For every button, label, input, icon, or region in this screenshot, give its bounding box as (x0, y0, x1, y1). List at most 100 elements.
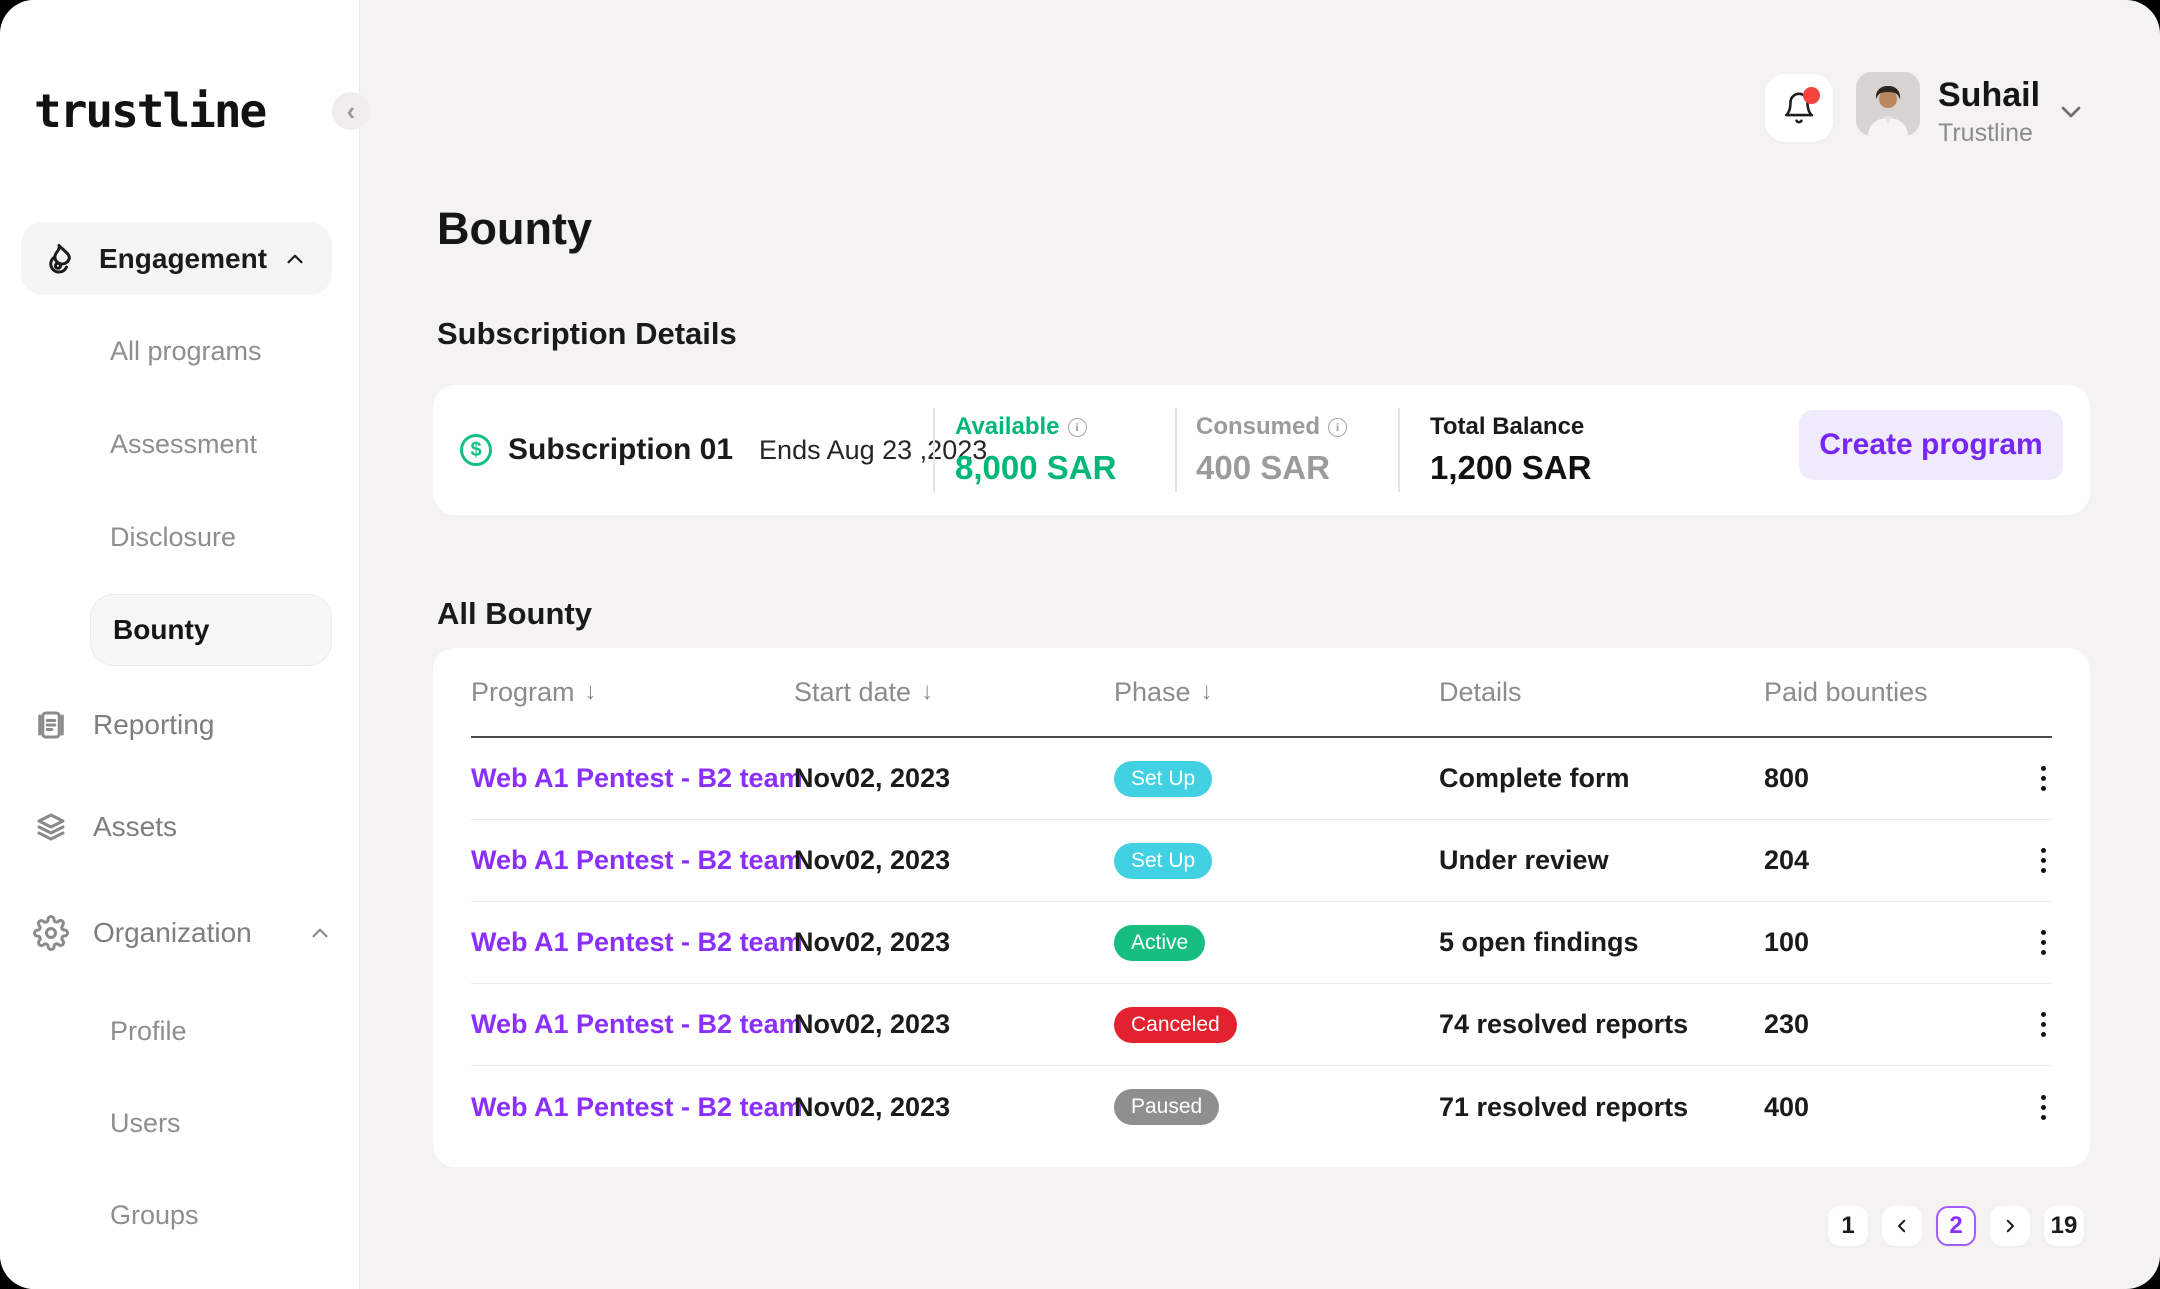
sidebar-item-reporting[interactable]: Reporting (33, 707, 333, 743)
flame-icon (49, 243, 71, 274)
divider (933, 408, 935, 492)
sidebar-collapse-button[interactable]: ‹ (332, 92, 370, 130)
details-cell: Under review (1439, 845, 1609, 875)
subscription-card: $ Subscription 01 Ends Aug 23 ,2023 Avai… (433, 385, 2090, 515)
sidebar-item-label: Reporting (93, 709, 215, 740)
phase-badge: Paused (1114, 1089, 1220, 1125)
paid-bounties-cell: 230 (1764, 1009, 1810, 1039)
subscription-identity: $ Subscription 01 Ends Aug 23 ,2023 (460, 385, 987, 515)
total-balance-value: 1,200 SAR (1430, 449, 1592, 486)
sidebar-item-users[interactable]: Users (110, 1108, 181, 1138)
page-title: Bounty (437, 203, 592, 254)
column-header-start-date[interactable]: Start date ↓ (794, 676, 934, 707)
start-date-cell: Nov02, 2023 (794, 845, 951, 875)
sidebar-item-disclosure[interactable]: Disclosure (110, 522, 237, 552)
consumed-stat: Consumed i 400 SAR (1196, 413, 1348, 487)
start-date-cell: Nov02, 2023 (794, 1009, 951, 1039)
table-header-row: Program ↓ Start date ↓ Phase ↓ Details P… (471, 648, 2052, 738)
program-link[interactable]: Web A1 Pentest - B2 team (471, 763, 803, 793)
sidebar-item-assessment[interactable]: Assessment (110, 429, 258, 459)
sidebar-item-label: Bounty (113, 614, 210, 645)
start-date-cell: Nov02, 2023 (794, 1091, 951, 1122)
start-date-cell: Nov02, 2023 (794, 763, 951, 793)
user-organization: Trustline (1938, 119, 2033, 147)
paid-bounties-cell: 800 (1764, 763, 1810, 793)
divider (1398, 408, 1400, 492)
avatar-photo (1856, 72, 1920, 136)
table-row: Web A1 Pentest - B2 team Nov02, 2023 Set… (471, 738, 2052, 820)
table-row: Web A1 Pentest - B2 team Nov02, 2023 Pau… (471, 1066, 2052, 1148)
chevron-left-icon (1898, 1219, 1906, 1233)
details-cell: Complete form (1439, 763, 1630, 793)
phase-badge: Set Up (1114, 760, 1213, 797)
total-balance-stat: Total Balance 1,200 SAR (1430, 413, 1591, 487)
notification-unread-dot (1803, 87, 1820, 104)
column-header-phase[interactable]: Phase ↓ (1114, 676, 1213, 707)
sidebar-item-bounty-active[interactable]: Bounty (90, 594, 332, 666)
sidebar-item-label: Assets (93, 811, 178, 842)
subscription-name: Subscription 01 (508, 433, 734, 466)
sidebar-item-profile[interactable]: Profile (110, 1016, 187, 1046)
start-date-cell: Nov02, 2023 (794, 927, 951, 957)
paid-bounties-cell: 204 (1764, 845, 1810, 875)
row-actions-kebab-icon[interactable] (2041, 1012, 2052, 1037)
phase-badge: Active (1114, 924, 1206, 961)
row-actions-kebab-icon[interactable] (2041, 930, 2052, 955)
prev-page-button[interactable] (1882, 1206, 1922, 1246)
next-page-button[interactable] (1990, 1206, 2030, 1246)
divider (1175, 408, 1177, 492)
phase-badge: Set Up (1114, 842, 1213, 879)
notifications-button[interactable] (1765, 74, 1833, 142)
paid-bounties-cell: 400 (1764, 1091, 1810, 1122)
details-cell: 5 open findings (1439, 927, 1639, 957)
column-header-details: Details (1439, 676, 1522, 707)
pagination: 1 2 19 (1828, 1206, 2084, 1246)
layers-icon (37, 813, 65, 841)
column-header-paid-bounties: Paid bounties (1764, 676, 1928, 707)
sort-arrow-icon: ↓ (584, 678, 597, 705)
subscription-section-title: Subscription Details (437, 316, 737, 351)
program-link[interactable]: Web A1 Pentest - B2 team (471, 1009, 803, 1039)
table-row: Web A1 Pentest - B2 team Nov02, 2023 Set… (471, 820, 2052, 902)
report-icon (38, 711, 64, 739)
chevron-right-icon (2006, 1219, 2014, 1233)
program-link[interactable]: Web A1 Pentest - B2 team (471, 1091, 803, 1122)
user-avatar[interactable] (1856, 72, 1920, 136)
phase-badge: Canceled (1114, 1006, 1237, 1043)
row-actions-kebab-icon[interactable] (2041, 1094, 2052, 1120)
program-link[interactable]: Web A1 Pentest - B2 team (471, 845, 803, 875)
available-stat: Available i 8,000 SAR (955, 413, 1116, 487)
trustline-logo: trustline (34, 84, 267, 138)
available-label: Available (955, 413, 1060, 440)
chevron-down-icon[interactable] (2055, 96, 2087, 128)
create-program-button[interactable]: Create program (1799, 410, 2063, 480)
sidebar-item-assets[interactable]: Assets (33, 809, 333, 845)
column-header-program[interactable]: Program ↓ (471, 676, 597, 707)
dollar-icon: $ (460, 434, 492, 466)
sidebar-item-groups[interactable]: Groups (110, 1200, 199, 1230)
bell-icon (1784, 92, 1814, 124)
chevron-up-icon (312, 928, 328, 938)
details-cell: 71 resolved reports (1439, 1091, 1689, 1122)
available-value: 8,000 SAR (955, 449, 1117, 486)
gear-icon (33, 915, 69, 951)
sidebar-item-all-programs[interactable]: All programs (110, 336, 262, 366)
sidebar-item-engagement[interactable]: Engagement (21, 222, 332, 295)
info-icon[interactable]: i (1067, 417, 1087, 437)
page-button-first[interactable]: 1 (1828, 1206, 1868, 1246)
info-icon[interactable]: i (1328, 417, 1348, 437)
sidebar-item-organization[interactable]: Organization (33, 915, 333, 951)
user-name: Suhail (1938, 76, 2041, 114)
page-button-last[interactable]: 19 (2044, 1206, 2084, 1246)
sort-arrow-icon: ↓ (1200, 678, 1213, 705)
row-actions-kebab-icon[interactable] (2041, 848, 2052, 873)
total-balance-label: Total Balance (1430, 413, 1585, 440)
subscription-end-date: Ends Aug 23 ,2023 (759, 434, 988, 465)
sidebar: trustline Engagement All programs Assess… (0, 0, 360, 1289)
sort-arrow-icon: ↓ (921, 678, 934, 705)
page-button-current[interactable]: 2 (1936, 1206, 1976, 1246)
program-link[interactable]: Web A1 Pentest - B2 team (471, 927, 803, 957)
row-actions-kebab-icon[interactable] (2041, 766, 2052, 791)
all-bounty-section-title: All Bounty (437, 596, 592, 631)
